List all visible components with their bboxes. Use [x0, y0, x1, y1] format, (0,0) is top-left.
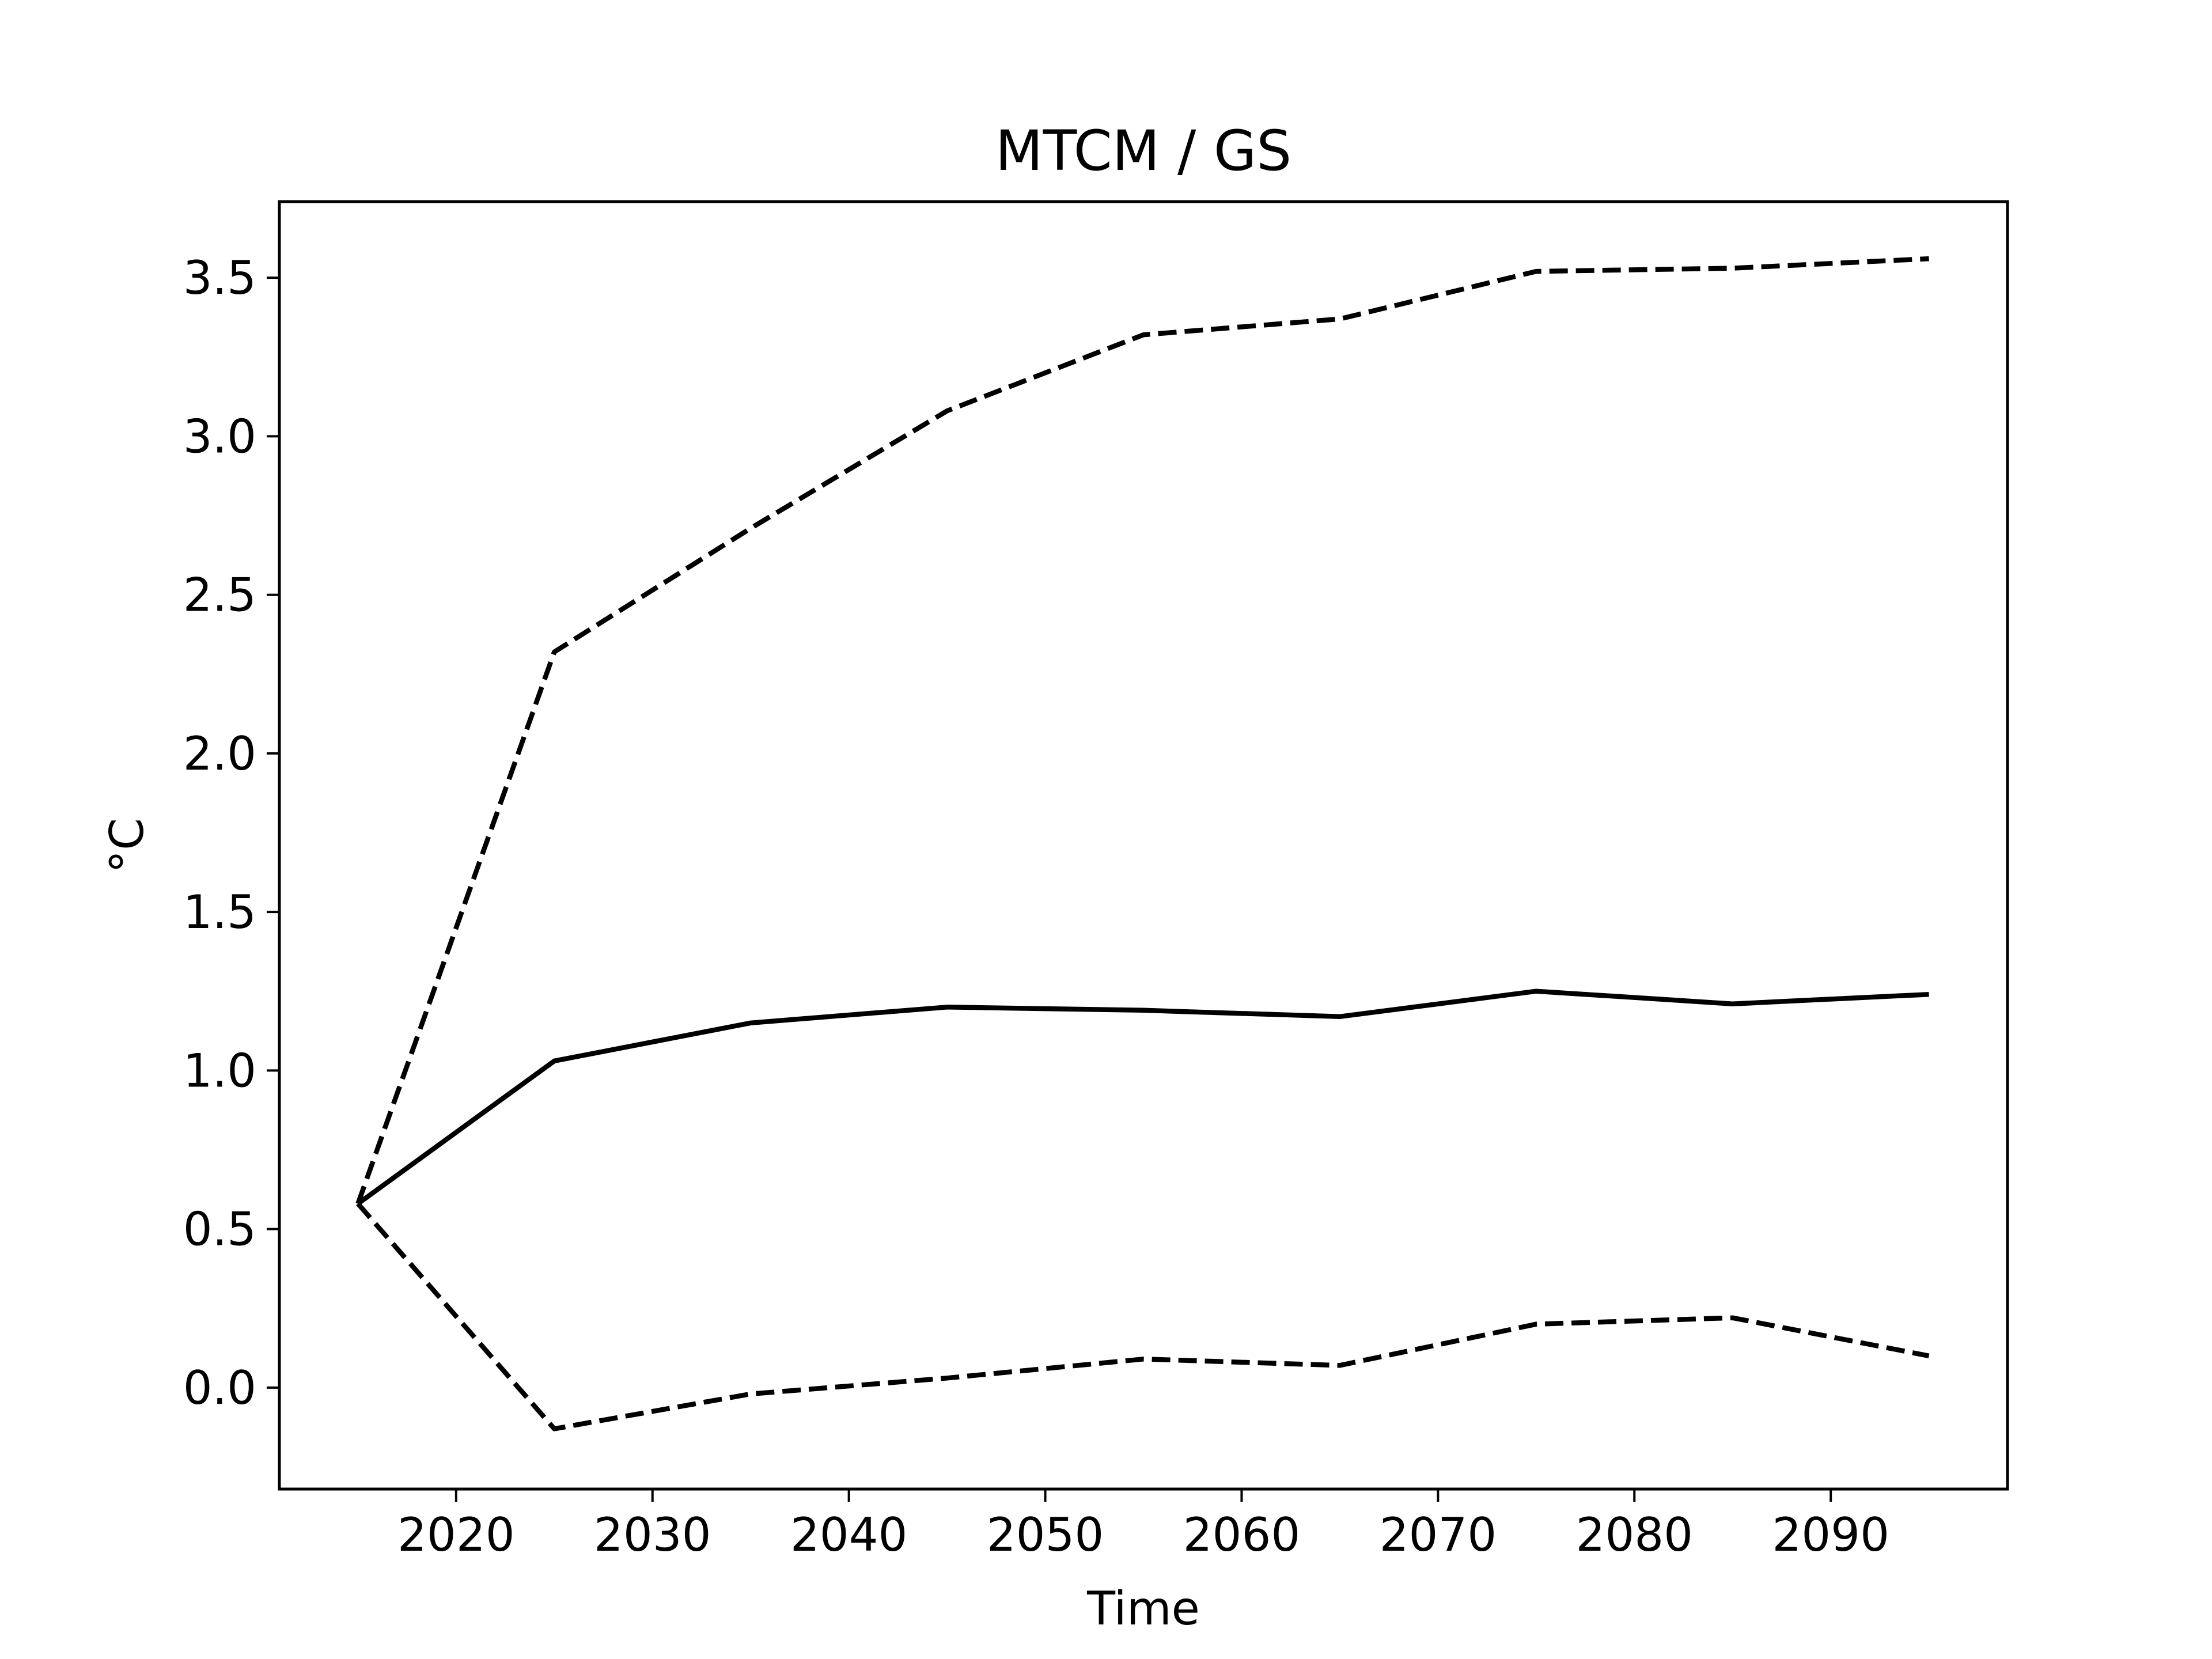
x-tick-label: 2050 — [987, 1508, 1104, 1562]
series-layer — [355, 256, 1930, 1431]
y-tick-label: 3.5 — [183, 251, 256, 305]
y-tick-label: 3.0 — [183, 410, 256, 463]
x-tick-label: 2020 — [397, 1508, 515, 1562]
series-line-3-dashed — [356, 1202, 1930, 1431]
x-axis-label: Time — [1086, 1582, 1200, 1635]
x-tick-label: 2080 — [1575, 1508, 1693, 1562]
series-line-2-dashed — [355, 256, 1929, 1205]
series-1-point — [1339, 1016, 1340, 1017]
y-tick-label: 1.0 — [183, 1044, 256, 1097]
x-tick-label: 2030 — [594, 1508, 711, 1562]
y-tick-label: 0.5 — [183, 1203, 256, 1256]
x-tick-label: 2070 — [1380, 1508, 1497, 1562]
x-tick-label: 2060 — [1183, 1508, 1301, 1562]
series-3-point — [1339, 1365, 1340, 1366]
series-1-point — [1732, 1003, 1733, 1004]
x-tick-label: 2040 — [790, 1508, 908, 1562]
series-line-1-solid — [356, 988, 1929, 1206]
y-tick-label: 0.0 — [183, 1361, 256, 1415]
x-axis: 2020 2030 2040 2050 2060 2070 2080 2090 — [397, 1489, 1889, 1562]
y-tick-label: 2.5 — [183, 569, 256, 622]
y-axis: 0.0 0.5 1.0 1.5 2.0 2.5 3.0 3.5 — [183, 251, 279, 1415]
y-tick-label: 1.5 — [183, 885, 256, 939]
series-1-point — [554, 1060, 555, 1061]
series-3-point — [1732, 1317, 1733, 1318]
x-tick-label: 2090 — [1772, 1508, 1889, 1562]
plot-frame — [278, 200, 2009, 1491]
chart-title: MTCM / GS — [995, 119, 1291, 183]
y-tick-label: 2.0 — [183, 727, 256, 781]
y-axis-label: °C — [100, 818, 154, 873]
